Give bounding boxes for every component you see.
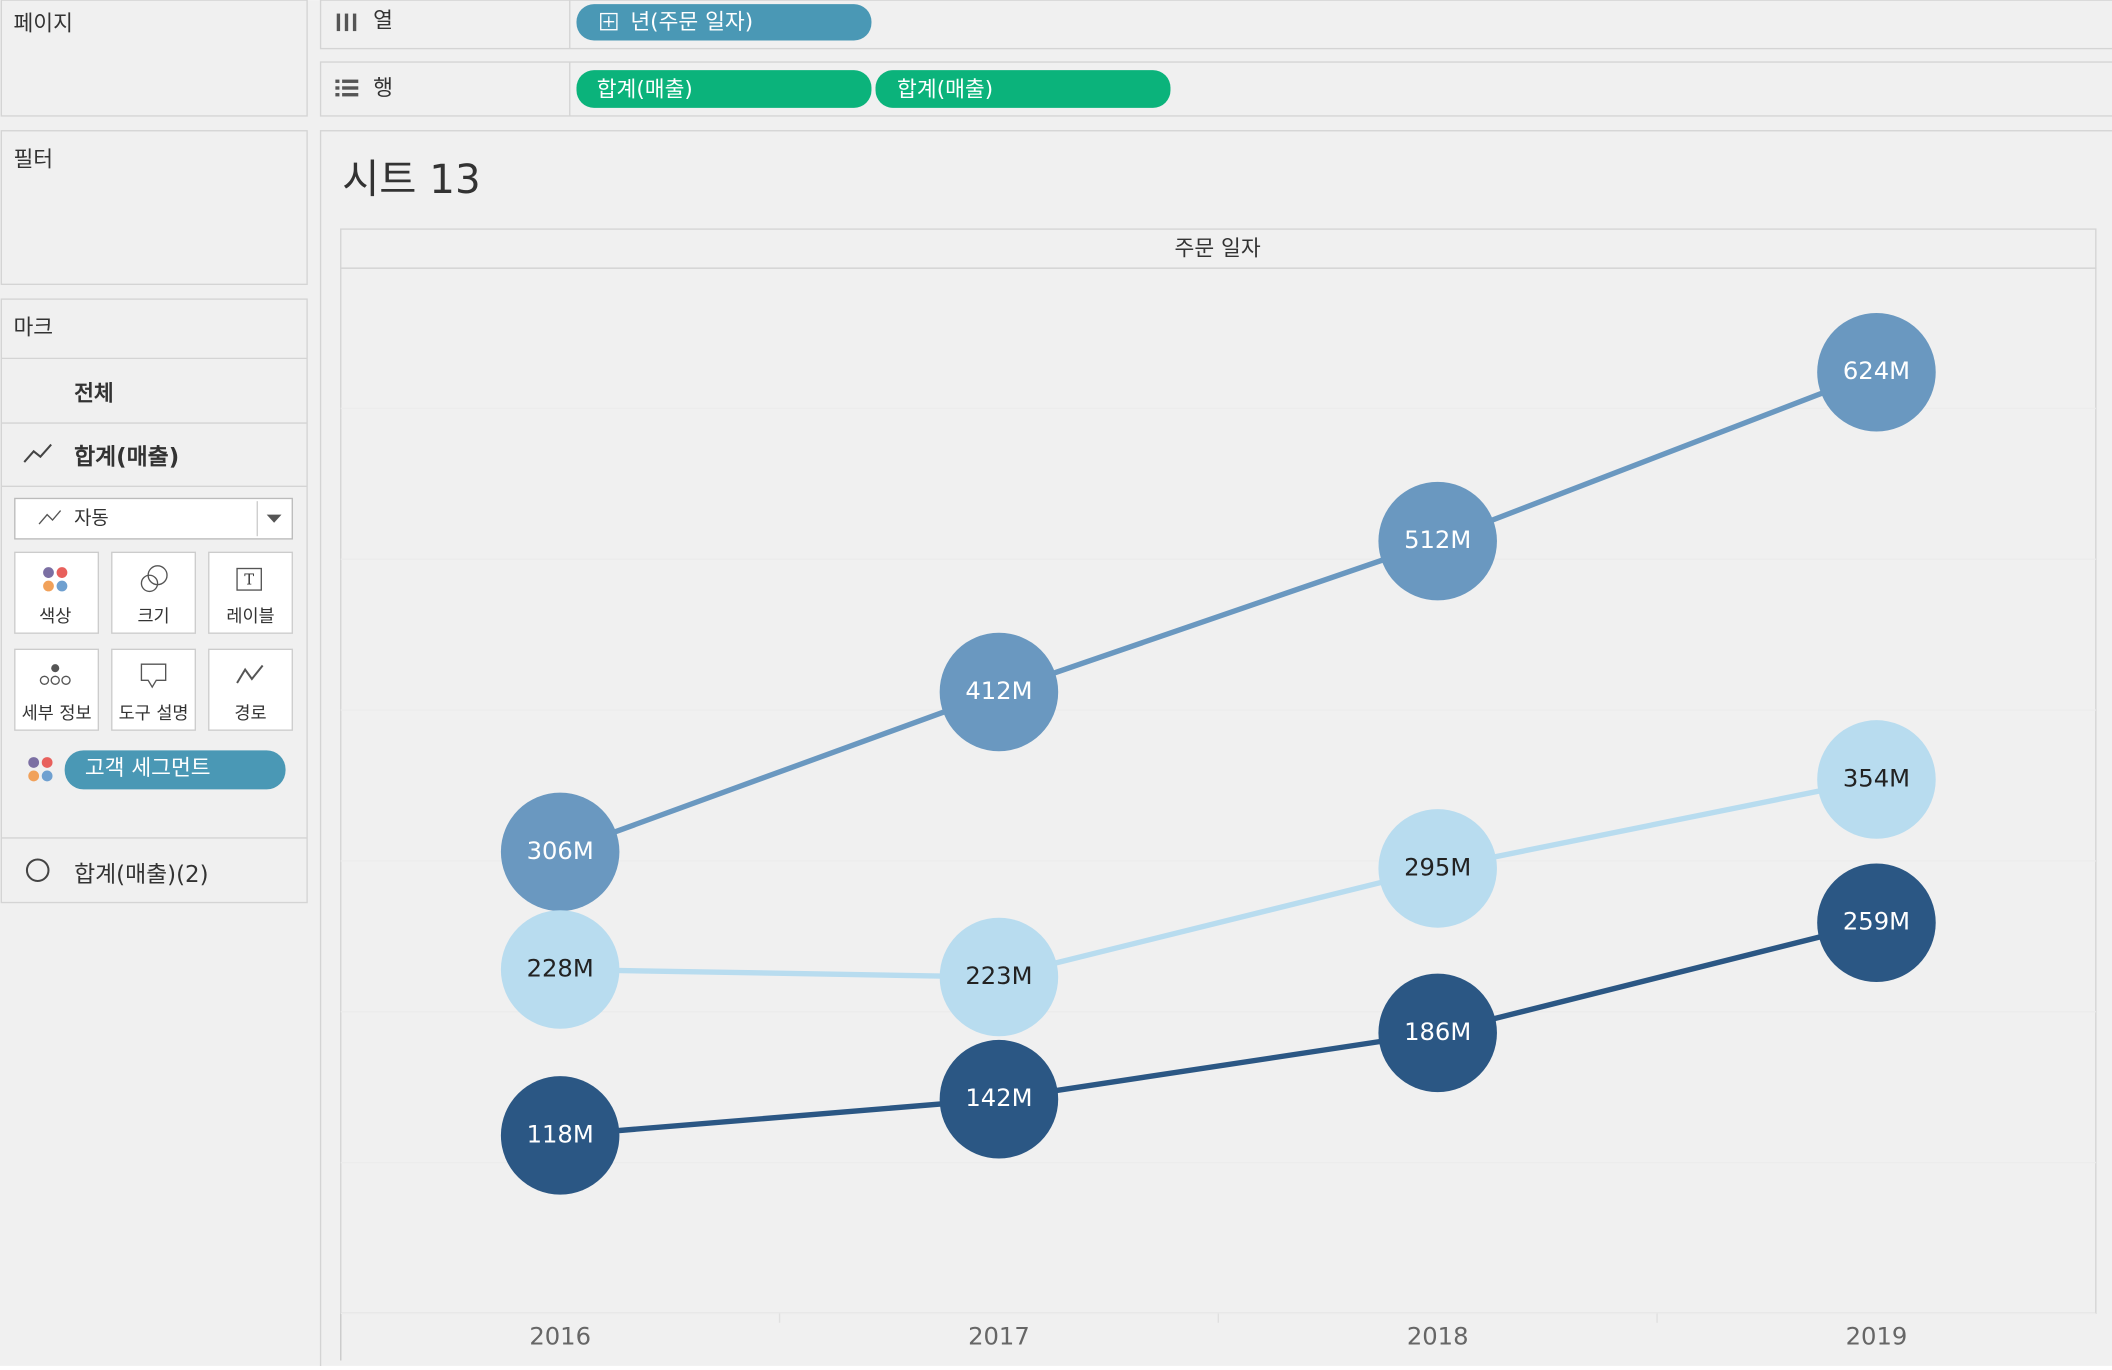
color-card[interactable] <box>14 551 99 634</box>
pages-title: 페이지 <box>13 11 72 36</box>
columns-shelf <box>319 0 2112 50</box>
marks-title: 마크 <box>13 316 53 341</box>
card-label: 경로 <box>234 704 266 724</box>
data-label: 354M <box>1843 763 1910 792</box>
data-point <box>939 1039 1059 1159</box>
data-point <box>1817 720 1936 839</box>
icon <box>43 567 54 578</box>
mark-type: 자동 <box>74 507 109 529</box>
data-point <box>1817 312 1936 432</box>
icon <box>603 16 615 28</box>
data-label: 295M <box>1404 852 1471 881</box>
data-label: 412M <box>965 676 1032 705</box>
series-line <box>559 920 1878 1139</box>
rows-shelf <box>319 61 2112 117</box>
icon <box>147 565 168 586</box>
data-label: 512M <box>1404 525 1471 554</box>
filters-panel <box>0 130 308 285</box>
tooltip-card[interactable] <box>111 648 196 731</box>
data-label: 259M <box>1843 907 1910 936</box>
circle-icon <box>25 858 50 883</box>
rows-pill-label: 합계(매출) <box>597 77 693 102</box>
color-pill[interactable] <box>64 750 286 790</box>
series-line <box>559 369 1878 855</box>
data-point <box>1378 809 1497 928</box>
dropdown-arrow <box>266 514 282 523</box>
icon <box>41 770 53 782</box>
card-label: 세부 정보 <box>22 704 92 724</box>
x-tick-label: 2018 <box>1407 1322 1469 1351</box>
marks-measure-2[interactable]: 합계(매출)(2) <box>74 862 208 888</box>
detail-card[interactable] <box>14 648 99 731</box>
icon <box>600 12 618 31</box>
data-label: 223M <box>965 961 1032 990</box>
rows-label: 행 <box>373 76 393 101</box>
mark-cards: T 색상 크기 레이블 세부 정보 도구 설명 경로 <box>14 551 293 731</box>
x-tick-label: 2019 <box>1846 1322 1908 1351</box>
label-card[interactable] <box>208 551 293 634</box>
icon <box>28 757 40 768</box>
data-point <box>500 792 620 912</box>
data-label: 118M <box>527 1119 594 1148</box>
color-pill-label: 고객 세그먼트 <box>85 756 211 781</box>
x-tick-label: 2017 <box>968 1322 1030 1351</box>
size-card[interactable] <box>111 551 196 634</box>
icon <box>140 663 167 689</box>
marks-measure[interactable]: 합계(매출) <box>74 445 179 471</box>
icon <box>56 580 68 592</box>
data-label: 142M <box>965 1083 1032 1112</box>
columns-pill-label: 년(주문 일자) <box>630 10 753 35</box>
series-line <box>560 776 1877 980</box>
icon <box>43 580 54 592</box>
card-label: 색상 <box>39 607 71 627</box>
icon <box>56 567 68 578</box>
chart-title: 시트 13 <box>342 155 481 203</box>
mark-type-dropdown[interactable] <box>14 497 293 540</box>
data-point <box>939 632 1059 752</box>
data-point <box>939 917 1059 1037</box>
icon <box>41 757 53 768</box>
icon <box>39 675 50 686</box>
rows-pill[interactable] <box>576 70 872 108</box>
marks-all[interactable]: 전체 <box>74 382 114 407</box>
icon <box>51 664 60 673</box>
columns-pill[interactable] <box>576 4 872 41</box>
columns-icon <box>336 13 357 32</box>
data-label: 306M <box>527 836 594 865</box>
marks-panel <box>0 298 308 904</box>
pages-panel <box>0 0 308 117</box>
icon <box>236 567 262 591</box>
columns-label: 열 <box>373 9 393 34</box>
card-label: 크기 <box>137 607 169 627</box>
filters-title: 필터 <box>13 147 53 172</box>
card-label: 도구 설명 <box>119 704 189 724</box>
x-axis-title: 주문 일자 <box>1175 236 1261 261</box>
rows-pill-label: 합계(매출) <box>897 77 993 102</box>
data-label: 228M <box>527 953 594 982</box>
data-point <box>1378 973 1497 1093</box>
icon <box>61 675 71 686</box>
rows-pill[interactable] <box>875 70 1171 108</box>
icon <box>50 675 60 686</box>
path-card[interactable] <box>208 648 293 731</box>
line-icon <box>23 443 52 463</box>
rows-icon <box>335 79 359 97</box>
data-point <box>1817 863 1936 982</box>
icon: T <box>244 572 254 589</box>
icon <box>28 770 40 782</box>
data-label: 186M <box>1404 1017 1471 1046</box>
data-point <box>1378 481 1497 601</box>
data-label: 624M <box>1843 356 1910 385</box>
icon <box>140 574 159 593</box>
data-point <box>500 910 620 1029</box>
card-label: 레이블 <box>226 607 274 627</box>
data-point <box>500 1076 620 1195</box>
icon <box>236 664 264 684</box>
x-tick-label: 2016 <box>529 1322 591 1351</box>
line-icon <box>38 510 62 525</box>
